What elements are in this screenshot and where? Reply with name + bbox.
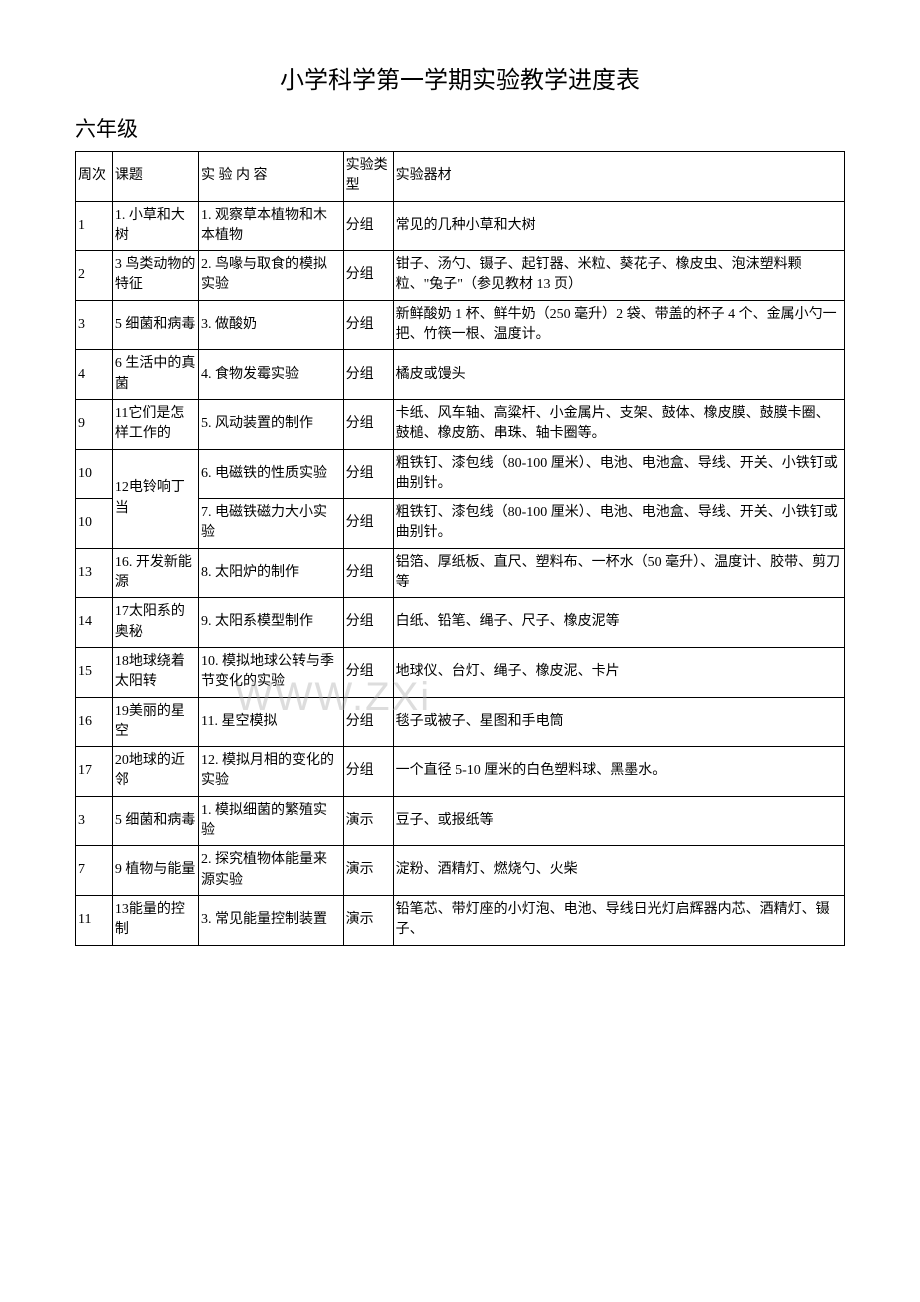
equipment-cell: 粗铁钉、漆包线（80-100 厘米）、电池、电池盒、导线、开关、小铁钉或曲别针。 [393,499,844,549]
table-header-cell: 实 验 内 容 [199,152,344,202]
table-header-cell: 课题 [112,152,198,202]
content-cell: 1. 模拟细菌的繁殖实验 [199,796,344,846]
type-cell: 分组 [343,300,393,350]
table-row: 1518地球绕着太阳转10. 模拟地球公转与季节变化的实验分组地球仪、台灯、绳子… [76,647,845,697]
week-cell: 9 [76,399,113,449]
content-cell: 7. 电磁铁磁力大小实验 [199,499,344,549]
content-cell: 11. 星空模拟 [199,697,344,747]
equipment-cell: 一个直径 5-10 厘米的白色塑料球、黑墨水。 [393,747,844,797]
content-cell: 2. 探究植物体能量来源实验 [199,846,344,896]
week-cell: 1 [76,201,113,251]
equipment-cell: 毯子或被子、星图和手电筒 [393,697,844,747]
topic-cell: 11它们是怎样工作的 [112,399,198,449]
table-header-cell: 实验器材 [393,152,844,202]
type-cell: 演示 [343,796,393,846]
content-cell: 8. 太阳炉的制作 [199,548,344,598]
week-cell: 11 [76,895,113,945]
type-cell: 分组 [343,598,393,648]
page-title: 小学科学第一学期实验教学进度表 [75,60,845,95]
week-cell: 10 [76,499,113,549]
equipment-cell: 淀粉、酒精灯、燃烧勺、火柴 [393,846,844,896]
equipment-cell: 卡纸、风车轴、高粱杆、小金属片、支架、鼓体、橡皮膜、鼓膜卡圈、鼓槌、橡皮筋、串珠… [393,399,844,449]
table-row: 35 细菌和病毒3. 做酸奶分组新鲜酸奶 1 杯、鲜牛奶（250 毫升）2 袋、… [76,300,845,350]
table-row: 23 鸟类动物的特征2. 鸟喙与取食的模拟实验分组钳子、汤勺、镊子、起钉器、米粒… [76,251,845,301]
grade-subtitle: 六年级 [75,113,845,143]
topic-cell: 20地球的近邻 [112,747,198,797]
table-row: 1316. 开发新能源8. 太阳炉的制作分组铝箔、厚纸板、直尺、塑料布、一杯水（… [76,548,845,598]
week-cell: 17 [76,747,113,797]
table-header-cell: 周次 [76,152,113,202]
content-cell: 1. 观察草本植物和木本植物 [199,201,344,251]
week-cell: 4 [76,350,113,400]
equipment-cell: 地球仪、台灯、绳子、橡皮泥、卡片 [393,647,844,697]
week-cell: 2 [76,251,113,301]
topic-cell: 19美丽的星空 [112,697,198,747]
week-cell: 13 [76,548,113,598]
content-cell: 9. 太阳系模型制作 [199,598,344,648]
topic-cell: 16. 开发新能源 [112,548,198,598]
week-cell: 3 [76,300,113,350]
equipment-cell: 铝箔、厚纸板、直尺、塑料布、一杯水（50 毫升）、温度计、胶带、剪刀等 [393,548,844,598]
content-cell: 6. 电磁铁的性质实验 [199,449,344,499]
equipment-cell: 粗铁钉、漆包线（80-100 厘米）、电池、电池盒、导线、开关、小铁钉或曲别针。 [393,449,844,499]
type-cell: 演示 [343,846,393,896]
experiment-schedule-table: 周次课题实 验 内 容实验类型实验器材11. 小草和大树1. 观察草本植物和木本… [75,151,845,946]
equipment-cell: 橘皮或馒头 [393,350,844,400]
equipment-cell: 豆子、或报纸等 [393,796,844,846]
week-cell: 15 [76,647,113,697]
type-cell: 演示 [343,895,393,945]
table-row: 1012电铃响丁当6. 电磁铁的性质实验分组粗铁钉、漆包线（80-100 厘米）… [76,449,845,499]
table-row: 1619美丽的星空11. 星空模拟分组毯子或被子、星图和手电筒 [76,697,845,747]
type-cell: 分组 [343,251,393,301]
topic-cell: 6 生活中的真菌 [112,350,198,400]
topic-cell: 5 细菌和病毒 [112,796,198,846]
topic-cell: 1. 小草和大树 [112,201,198,251]
week-cell: 16 [76,697,113,747]
week-cell: 14 [76,598,113,648]
type-cell: 分组 [343,449,393,499]
table-row: 79 植物与能量2. 探究植物体能量来源实验演示淀粉、酒精灯、燃烧勺、火柴 [76,846,845,896]
topic-cell: 3 鸟类动物的特征 [112,251,198,301]
topic-cell: 13能量的控制 [112,895,198,945]
table-row: 1720地球的近邻12. 模拟月相的变化的实验分组一个直径 5-10 厘米的白色… [76,747,845,797]
content-cell: 3. 做酸奶 [199,300,344,350]
week-cell: 7 [76,846,113,896]
content-cell: 10. 模拟地球公转与季节变化的实验 [199,647,344,697]
equipment-cell: 钳子、汤勺、镊子、起钉器、米粒、葵花子、橡皮虫、泡沫塑料颗粒、"兔子"（参见教材… [393,251,844,301]
week-cell: 10 [76,449,113,499]
equipment-cell: 白纸、铅笔、绳子、尺子、橡皮泥等 [393,598,844,648]
type-cell: 分组 [343,499,393,549]
topic-cell: 9 植物与能量 [112,846,198,896]
equipment-cell: 铅笔芯、带灯座的小灯泡、电池、导线日光灯启辉器内芯、酒精灯、镊子、 [393,895,844,945]
equipment-cell: 常见的几种小草和大树 [393,201,844,251]
content-cell: 4. 食物发霉实验 [199,350,344,400]
table-header-cell: 实验类型 [343,152,393,202]
content-cell: 5. 风动装置的制作 [199,399,344,449]
table-row: 35 细菌和病毒1. 模拟细菌的繁殖实验演示豆子、或报纸等 [76,796,845,846]
content-cell: 2. 鸟喙与取食的模拟实验 [199,251,344,301]
type-cell: 分组 [343,350,393,400]
table-row: 1113能量的控制3. 常见能量控制装置演示铅笔芯、带灯座的小灯泡、电池、导线日… [76,895,845,945]
table-row: 46 生活中的真菌4. 食物发霉实验分组橘皮或馒头 [76,350,845,400]
type-cell: 分组 [343,201,393,251]
topic-cell: 12电铃响丁当 [112,449,198,548]
topic-cell: 17太阳系的奥秘 [112,598,198,648]
type-cell: 分组 [343,647,393,697]
week-cell: 3 [76,796,113,846]
table-row: 1417太阳系的奥秘9. 太阳系模型制作分组白纸、铅笔、绳子、尺子、橡皮泥等 [76,598,845,648]
content-cell: 12. 模拟月相的变化的实验 [199,747,344,797]
type-cell: 分组 [343,697,393,747]
topic-cell: 18地球绕着太阳转 [112,647,198,697]
table-row: 11. 小草和大树1. 观察草本植物和木本植物分组常见的几种小草和大树 [76,201,845,251]
type-cell: 分组 [343,747,393,797]
content-cell: 3. 常见能量控制装置 [199,895,344,945]
table-header-row: 周次课题实 验 内 容实验类型实验器材 [76,152,845,202]
type-cell: 分组 [343,399,393,449]
equipment-cell: 新鲜酸奶 1 杯、鲜牛奶（250 毫升）2 袋、带盖的杯子 4 个、金属小勺一把… [393,300,844,350]
topic-cell: 5 细菌和病毒 [112,300,198,350]
table-row: 911它们是怎样工作的5. 风动装置的制作分组卡纸、风车轴、高粱杆、小金属片、支… [76,399,845,449]
type-cell: 分组 [343,548,393,598]
